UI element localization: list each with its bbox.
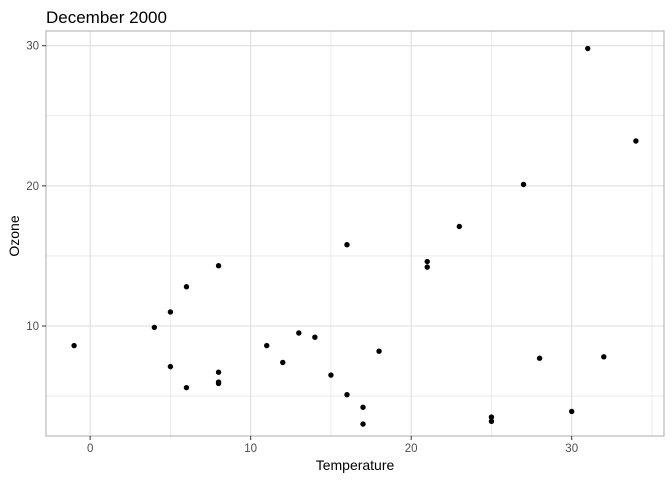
x-tick-label: 30 — [565, 443, 578, 455]
y-axis: 10 20 30 — [26, 41, 46, 333]
data-point — [344, 391, 350, 398]
data-point — [312, 334, 318, 340]
major-gridlines — [46, 31, 664, 436]
panel-border — [45, 30, 665, 437]
y-tick-label: 30 — [26, 41, 39, 53]
data-point — [376, 348, 382, 354]
data-point — [360, 404, 366, 410]
data-points — [71, 45, 639, 427]
data-point — [520, 181, 527, 188]
data-point — [328, 372, 334, 378]
data-point — [488, 414, 495, 420]
data-point — [167, 363, 174, 370]
x-tick-label: 0 — [87, 443, 93, 455]
data-point — [215, 369, 222, 375]
minor-gridlines — [46, 31, 664, 436]
data-point — [601, 354, 607, 360]
data-point — [488, 418, 495, 424]
data-point — [151, 324, 158, 331]
data-point — [633, 138, 639, 144]
data-point — [280, 359, 286, 366]
x-tick-label: 20 — [405, 443, 418, 455]
data-point — [424, 258, 430, 265]
y-tick-label: 10 — [26, 321, 39, 333]
data-point — [585, 45, 591, 52]
data-point — [536, 355, 543, 361]
x-axis-title: Temperature — [316, 457, 395, 473]
chart-title: December 2000 — [46, 8, 167, 27]
data-point — [183, 384, 190, 391]
x-axis: 0 10 20 30 — [87, 436, 578, 455]
x-tick-label: 10 — [244, 443, 257, 455]
data-point — [167, 309, 174, 315]
data-point — [424, 264, 430, 270]
data-point — [71, 342, 77, 349]
data-point — [360, 421, 366, 427]
data-point — [296, 330, 302, 336]
data-point — [264, 342, 270, 349]
y-tick-label: 20 — [26, 181, 39, 193]
y-axis-title: Ozone — [6, 215, 22, 256]
data-point — [569, 408, 575, 415]
data-point — [183, 284, 190, 290]
data-point — [344, 242, 350, 248]
data-point — [215, 380, 222, 387]
data-point — [456, 223, 463, 230]
data-point — [215, 263, 222, 269]
